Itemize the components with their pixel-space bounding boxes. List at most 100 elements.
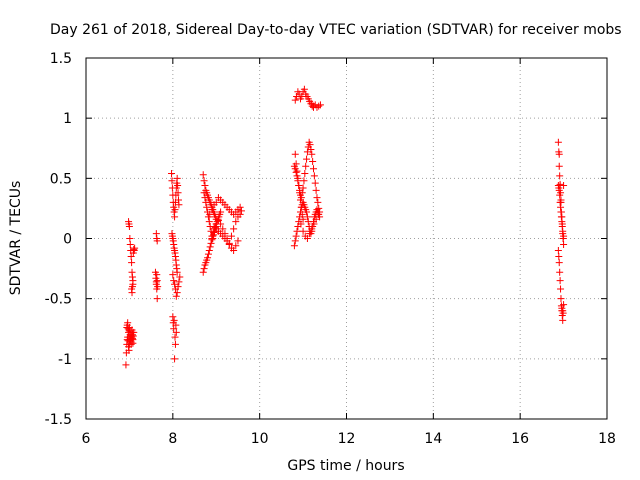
data-point xyxy=(175,201,183,209)
data-point xyxy=(128,289,136,297)
data-point xyxy=(170,325,178,333)
data-point xyxy=(292,160,300,168)
data-point xyxy=(300,177,308,185)
data-point xyxy=(206,243,214,251)
data-point xyxy=(555,150,563,158)
chart-title: Day 261 of 2018, Sidereal Day-to-day VTE… xyxy=(50,22,622,38)
data-point xyxy=(310,165,318,173)
data-point xyxy=(312,215,320,223)
data-point xyxy=(210,228,218,236)
data-point xyxy=(230,225,238,233)
data-point xyxy=(205,247,213,255)
data-point xyxy=(556,172,564,180)
data-point xyxy=(291,237,299,245)
data-point xyxy=(217,220,225,228)
y-tick-label: -1.5 xyxy=(45,412,72,428)
data-point xyxy=(169,271,177,279)
data-point xyxy=(153,271,161,279)
data-point xyxy=(301,170,309,178)
data-point xyxy=(171,206,179,214)
y-tick-label: 1 xyxy=(63,111,72,127)
data-point xyxy=(297,220,305,228)
data-point xyxy=(311,179,319,187)
data-point xyxy=(206,210,214,218)
data-point xyxy=(169,313,177,321)
data-point xyxy=(303,235,311,242)
data-point xyxy=(313,194,321,202)
data-point xyxy=(296,213,304,221)
data-point xyxy=(204,250,212,258)
data-point xyxy=(204,254,212,262)
data-point xyxy=(173,174,181,182)
data-point xyxy=(153,237,161,245)
data-point xyxy=(124,319,132,327)
data-point xyxy=(174,189,182,197)
data-point xyxy=(290,242,298,250)
data-point xyxy=(126,235,134,242)
data-point xyxy=(127,253,135,261)
data-point xyxy=(171,333,179,341)
data-point xyxy=(125,346,133,354)
x-tick-labels: 6 8 10 12 14 16 18 xyxy=(82,431,616,447)
data-point xyxy=(303,208,311,216)
data-point xyxy=(310,220,318,228)
data-point xyxy=(154,283,162,291)
data-point xyxy=(173,289,181,297)
data-point xyxy=(292,232,300,240)
data-point xyxy=(152,278,160,286)
data-point xyxy=(208,235,216,242)
data-point xyxy=(171,355,179,363)
y-tick-label: -1 xyxy=(58,352,72,368)
data-point xyxy=(303,213,311,221)
x-tick-label: 10 xyxy=(251,431,269,447)
x-axis-label: GPS time / hours xyxy=(287,458,404,474)
data-point xyxy=(171,340,179,348)
data-point xyxy=(306,230,314,238)
data-point xyxy=(237,207,245,215)
data-point xyxy=(555,162,563,170)
data-point xyxy=(559,316,567,324)
data-point xyxy=(299,227,307,235)
data-point xyxy=(315,204,323,212)
data-point xyxy=(200,265,208,273)
data-point xyxy=(557,285,565,293)
data-point xyxy=(125,222,133,230)
data-point xyxy=(199,268,207,276)
data-point xyxy=(126,241,134,249)
data-point xyxy=(202,198,210,206)
data-point xyxy=(294,174,302,182)
data-point xyxy=(314,198,322,206)
y-tick-label: 1.5 xyxy=(50,51,72,67)
data-point xyxy=(173,268,181,276)
grid-lines xyxy=(86,58,607,419)
data-point xyxy=(556,191,564,199)
data-point xyxy=(291,96,299,104)
data-point xyxy=(217,208,225,216)
data-point xyxy=(212,222,220,230)
data-point xyxy=(230,247,238,255)
data-point xyxy=(309,157,317,165)
data-point xyxy=(295,182,303,190)
data-point xyxy=(223,235,231,242)
axis-ticks xyxy=(85,57,608,420)
data-point xyxy=(236,210,244,218)
x-tick-label: 18 xyxy=(598,431,616,447)
data-point xyxy=(225,241,233,249)
data-point xyxy=(128,283,136,291)
data-point xyxy=(203,203,211,211)
data-point xyxy=(555,253,563,261)
data-point xyxy=(153,277,161,285)
data-points xyxy=(122,85,568,369)
data-point xyxy=(299,184,307,192)
data-point xyxy=(234,237,242,245)
data-point xyxy=(292,168,300,176)
data-point xyxy=(201,182,209,190)
data-point xyxy=(554,138,562,146)
data-point xyxy=(560,182,568,190)
data-point xyxy=(227,232,235,240)
data-point xyxy=(170,316,178,324)
data-point xyxy=(200,189,208,197)
data-point xyxy=(557,196,565,204)
data-point xyxy=(205,218,213,226)
